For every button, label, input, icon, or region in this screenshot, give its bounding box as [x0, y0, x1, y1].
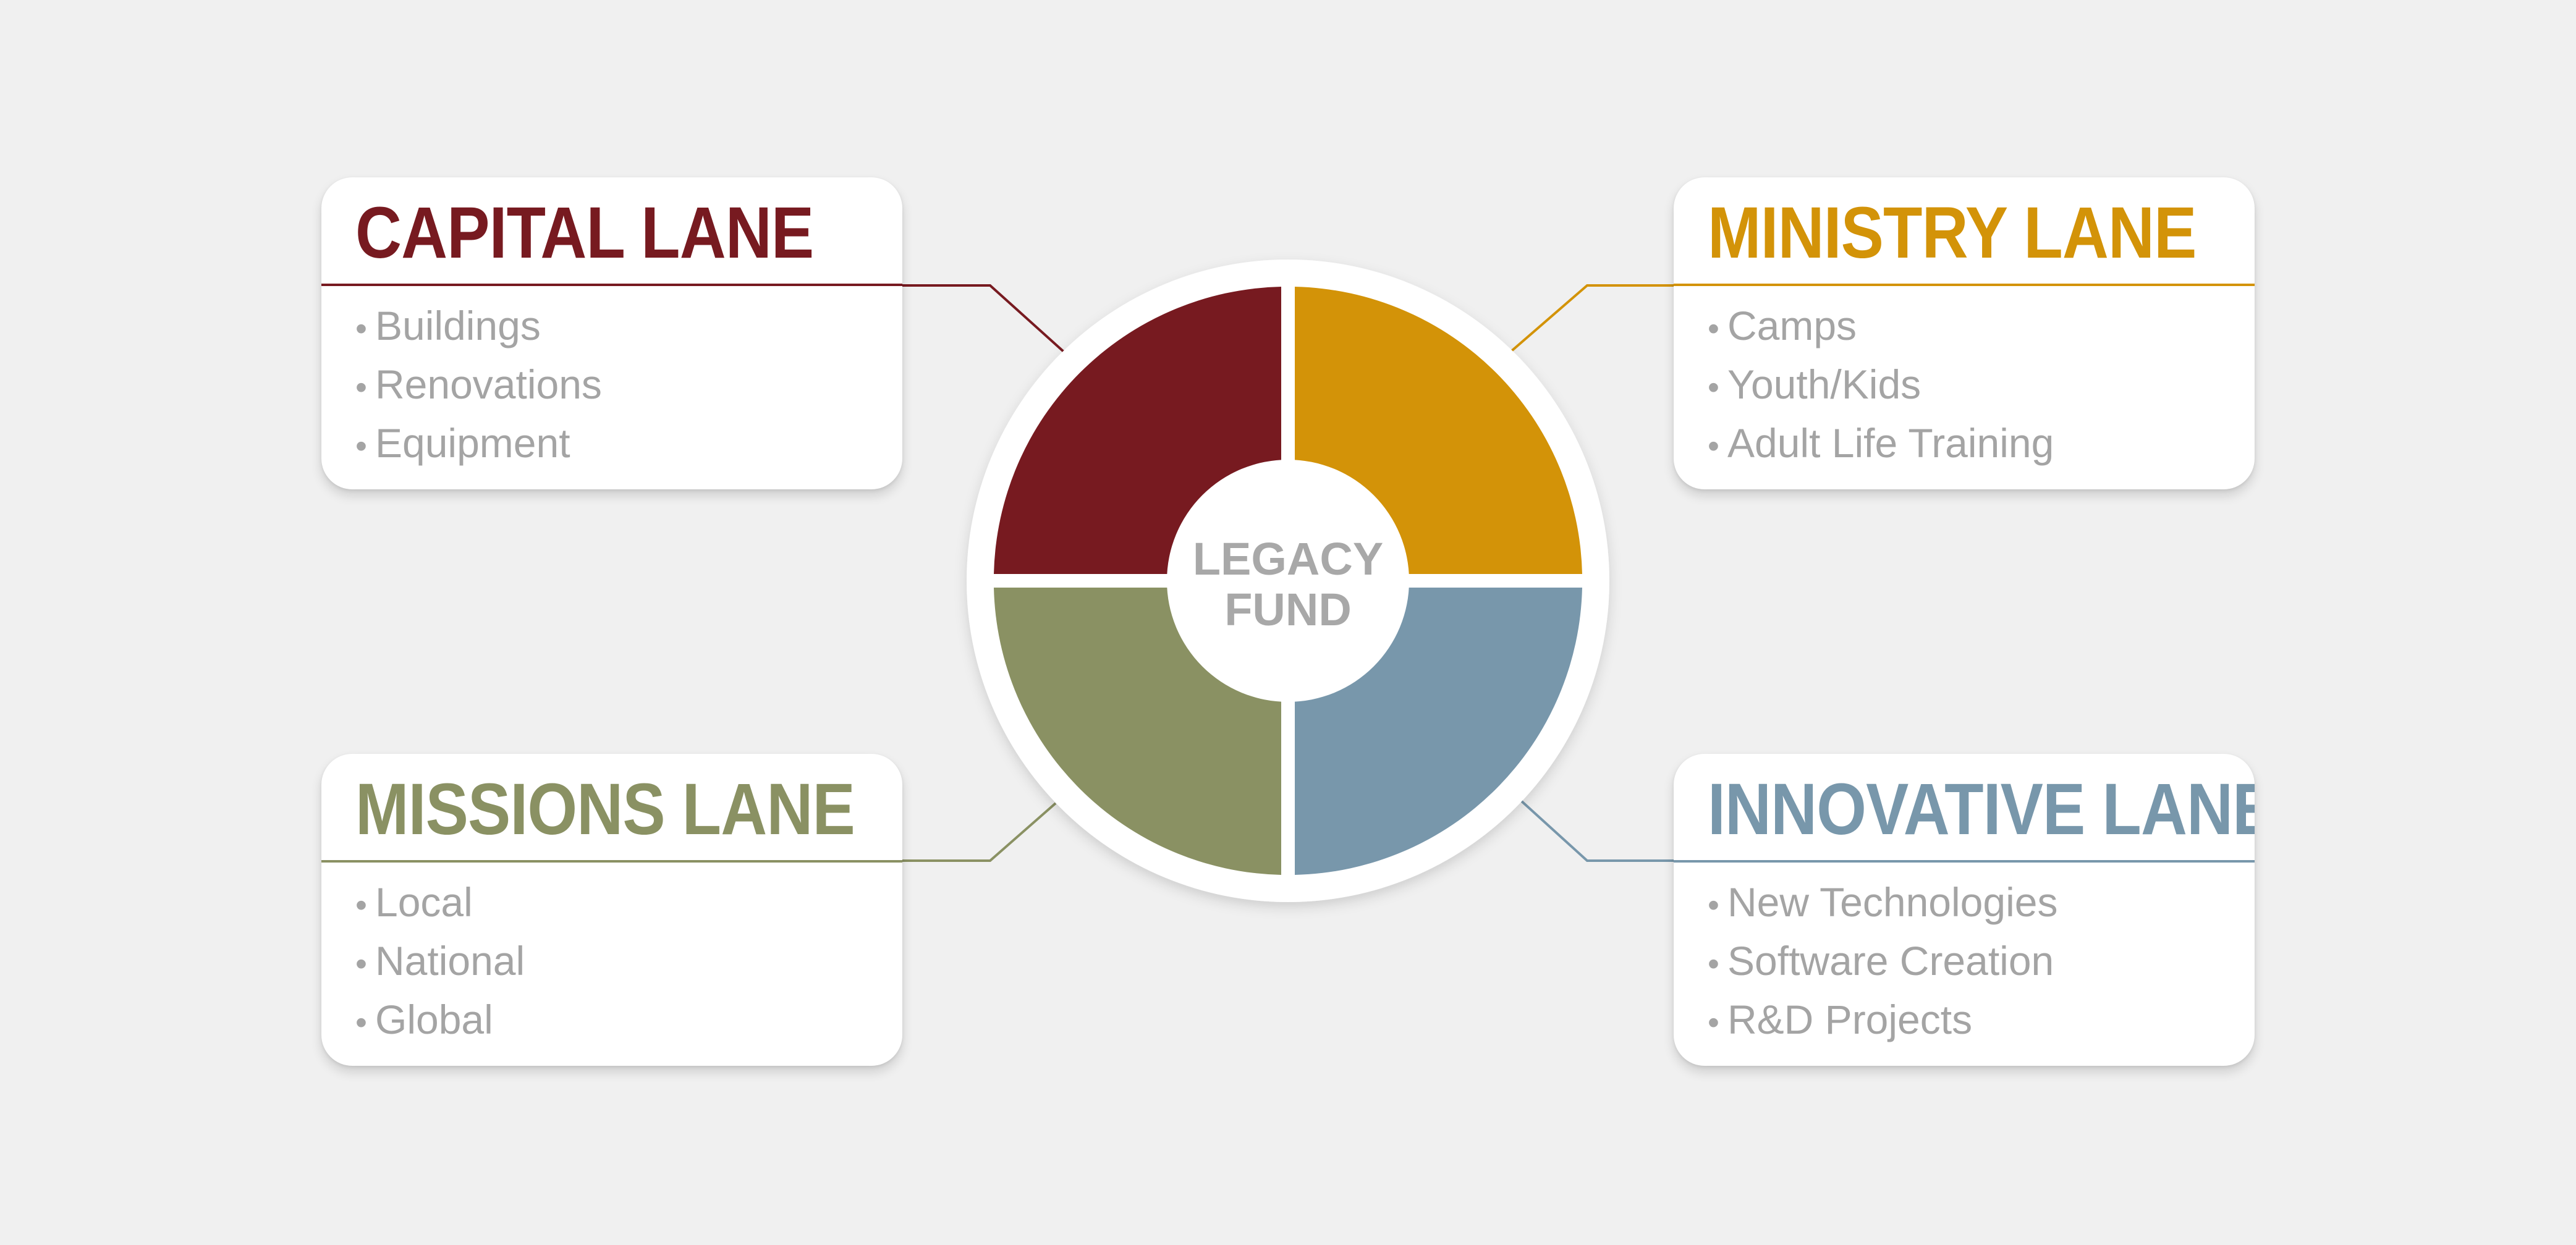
bullet-icon: •: [355, 310, 367, 347]
capital-lane-list: • Buildings • Renovations • Equipment: [355, 298, 602, 474]
list-item: • Youth/Kids: [1708, 357, 2054, 415]
list-item: • Equipment: [355, 415, 602, 474]
innovative-lane-card: INNOVATIVE LANE • New Technologies • Softw…: [1674, 754, 2255, 1066]
center-label-line2: FUND: [1224, 584, 1352, 635]
list-item-label: Adult Life Training: [1727, 420, 2054, 466]
list-item: • R&D Projects: [1708, 992, 2057, 1050]
capital-lane-title: CAPITAL LANE: [355, 192, 814, 274]
bullet-icon: •: [1708, 887, 1719, 924]
list-item-label: Camps: [1727, 303, 1857, 348]
list-item-label: Buildings: [375, 303, 541, 348]
capital-lane-card: CAPITAL LANE • Buildings • Renovations • Eq…: [321, 177, 902, 489]
innovative-lane-list: • New Technologies • Software Creation • R&…: [1708, 874, 2057, 1050]
ministry-lane-title: MINISTRY LANE: [1708, 192, 2197, 274]
list-item-label: R&D Projects: [1727, 997, 1973, 1042]
bullet-icon: •: [1708, 945, 1719, 982]
list-item-label: Local: [375, 879, 473, 925]
list-item: • Adult Life Training: [1708, 415, 2054, 474]
center-label-line1: LEGACY: [1193, 533, 1383, 585]
wheel-center-circle: [1167, 460, 1409, 702]
list-item: • Renovations: [355, 357, 602, 415]
missions-lane-list: • Local • National • Global: [355, 874, 525, 1050]
ministry-lane-list: • Camps • Youth/Kids • Adult Life Training: [1708, 298, 2054, 474]
list-item: • Local: [355, 874, 525, 933]
capital-lane-rule: [321, 284, 902, 286]
bullet-icon: •: [1708, 428, 1719, 465]
list-item: • Camps: [1708, 298, 2054, 357]
list-item-label: Renovations: [375, 361, 602, 407]
list-item: • Software Creation: [1708, 933, 2057, 992]
list-item: • Buildings: [355, 298, 602, 357]
bullet-icon: •: [1708, 1004, 1719, 1041]
bullet-icon: •: [355, 428, 367, 465]
list-item-label: Global: [375, 997, 493, 1042]
bullet-icon: •: [355, 1004, 367, 1041]
list-item-label: Youth/Kids: [1727, 361, 1921, 407]
list-item-label: Software Creation: [1727, 938, 2054, 984]
list-item: • New Technologies: [1708, 874, 2057, 933]
list-item-label: New Technologies: [1727, 879, 2058, 925]
innovative-lane-title: INNOVATIVE LANE: [1708, 769, 2255, 850]
bullet-icon: •: [1708, 310, 1719, 347]
missions-lane-rule: [321, 860, 902, 863]
missions-lane-title: MISSIONS LANE: [355, 769, 855, 850]
list-item: • National: [355, 933, 525, 992]
list-item: • Global: [355, 992, 525, 1050]
bullet-icon: •: [355, 945, 367, 982]
ministry-lane-rule: [1674, 284, 2255, 286]
bullet-icon: •: [1708, 369, 1719, 406]
ministry-lane-card: MINISTRY LANE • Camps • Youth/Kids • Adult …: [1674, 177, 2255, 489]
bullet-icon: •: [355, 369, 367, 406]
missions-lane-card: MISSIONS LANE • Local • National • Global: [321, 754, 902, 1066]
bullet-icon: •: [355, 887, 367, 924]
innovative-lane-rule: [1674, 860, 2255, 863]
list-item-label: Equipment: [375, 420, 570, 466]
list-item-label: National: [375, 938, 525, 984]
